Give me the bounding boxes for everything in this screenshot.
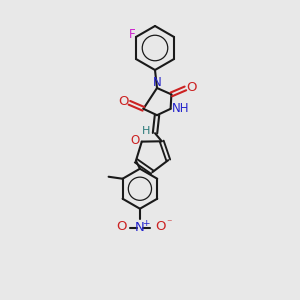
- Text: N: N: [153, 76, 161, 89]
- Text: O: O: [186, 81, 197, 94]
- Text: +: +: [142, 219, 150, 228]
- Text: O: O: [118, 95, 129, 108]
- Text: H: H: [142, 126, 150, 136]
- Text: NH: NH: [172, 102, 189, 115]
- Text: ⁻: ⁻: [166, 219, 172, 229]
- Text: O: O: [117, 220, 127, 233]
- Text: F: F: [129, 28, 135, 40]
- Text: N: N: [135, 221, 145, 234]
- Text: O: O: [156, 220, 166, 233]
- Text: O: O: [130, 134, 140, 147]
